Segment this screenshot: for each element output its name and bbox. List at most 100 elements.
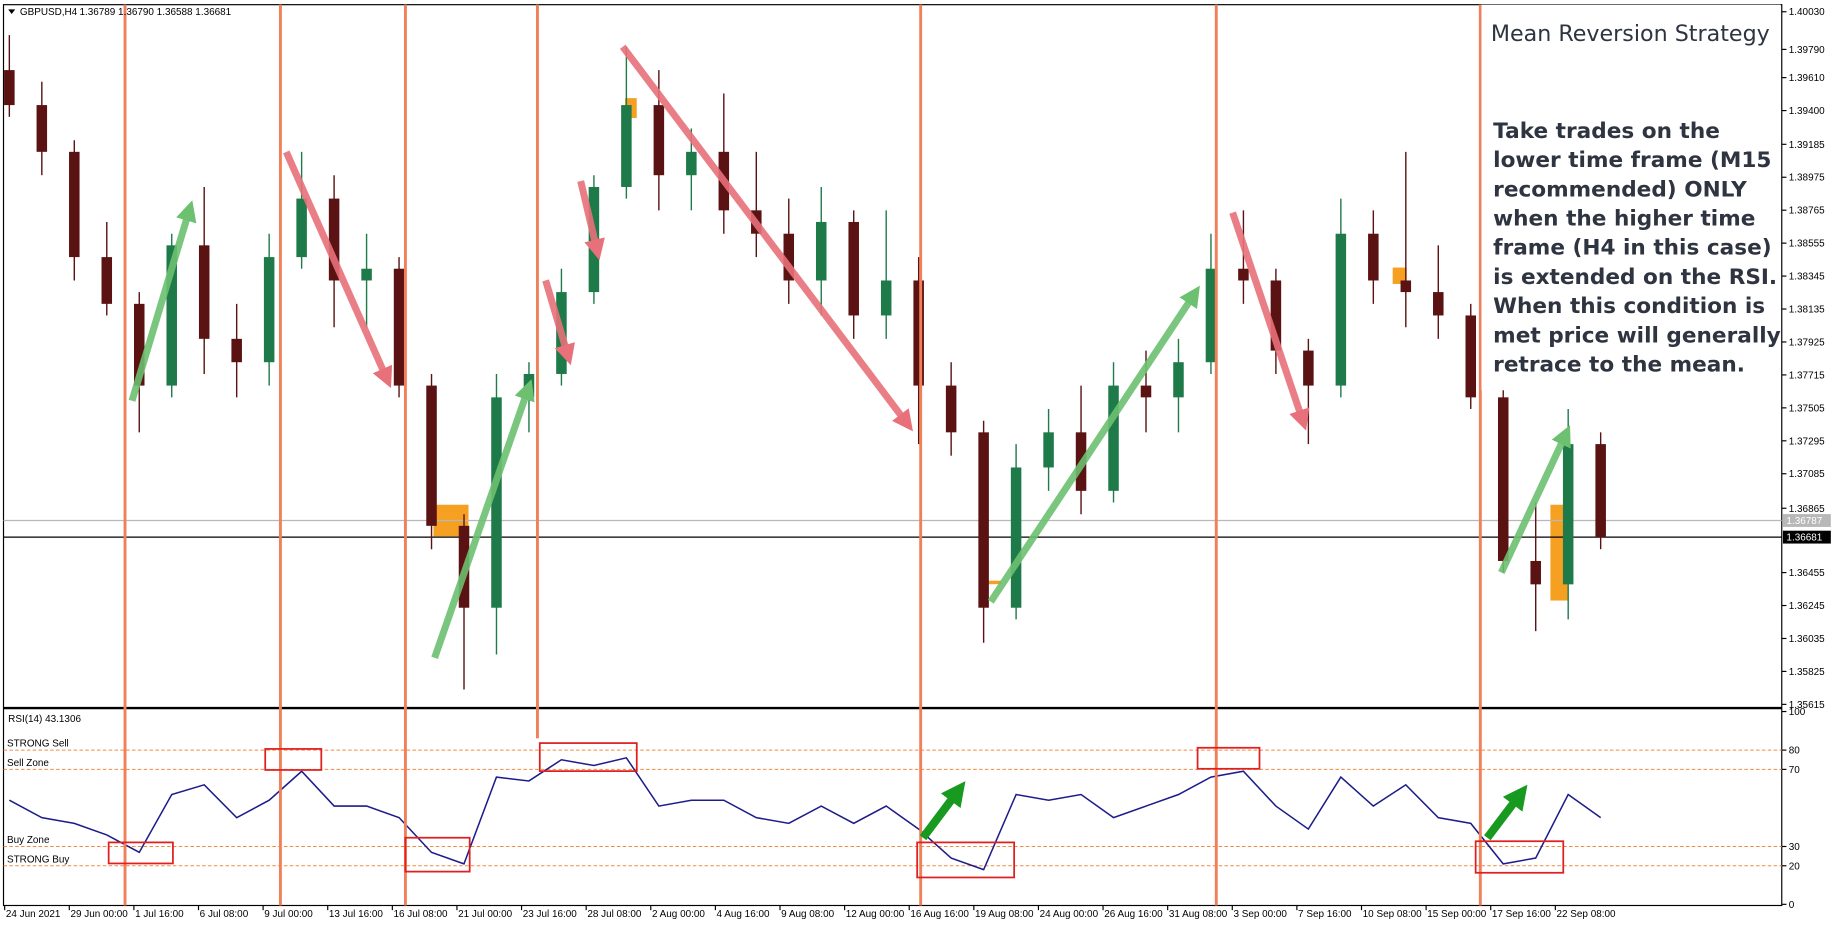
candle-body <box>231 338 242 363</box>
y-tick-label: 1.39185 <box>1789 140 1825 151</box>
annotation-title: Mean Reversion Strategy <box>1491 21 1770 47</box>
candle-body <box>653 105 665 176</box>
y-tick-label: 1.36865 <box>1789 504 1825 515</box>
y-tick-label: 30 <box>1789 842 1801 853</box>
candle-body <box>1368 233 1379 281</box>
candle-body <box>1530 560 1541 585</box>
y-tick-label: 1.37925 <box>1789 337 1825 348</box>
price-tag <box>1782 530 1831 544</box>
x-tick-label: 4 Aug 16:00 <box>717 909 770 920</box>
x-tick-label: 26 Aug 16:00 <box>1104 909 1163 920</box>
y-tick-label: 80 <box>1789 746 1801 757</box>
annotation-line: frame (H4 in this case) <box>1493 236 1771 261</box>
candle-body <box>69 151 80 258</box>
x-tick-label: 10 Sep 08:00 <box>1363 909 1423 920</box>
y-tick-label: 1.36455 <box>1789 568 1825 579</box>
annotation-line: Take trades on the <box>1493 119 1720 144</box>
y-tick-label: 1.39790 <box>1789 45 1825 56</box>
price-tag <box>1782 514 1831 527</box>
x-tick-label: 9 Jul 00:00 <box>264 909 313 920</box>
candle-body <box>36 105 48 152</box>
y-tick-label: 1.35615 <box>1789 700 1825 711</box>
annotation-line: retrace to the mean. <box>1493 353 1745 378</box>
rsi-line <box>8 756 1602 871</box>
candle-body <box>296 198 307 258</box>
x-tick-label: 1 Jul 16:00 <box>135 909 184 920</box>
price-tag-label: 1.36787 <box>1786 516 1822 527</box>
y-tick-label: 1.36035 <box>1789 634 1825 645</box>
candle-body <box>1497 397 1509 561</box>
candle-body <box>783 233 795 281</box>
y-tick-label: 1.39400 <box>1789 106 1825 117</box>
candle-body <box>166 245 177 386</box>
level-label: Sell Zone <box>7 758 49 769</box>
y-tick-label: 1.37295 <box>1789 436 1825 447</box>
candle-body <box>880 280 892 316</box>
candle-body <box>1465 315 1477 398</box>
x-tick-label: 23 Jul 16:00 <box>523 909 578 920</box>
candle-body <box>1043 432 1054 468</box>
candle-body <box>1595 444 1606 538</box>
x-tick-label: 16 Jul 08:00 <box>394 909 449 920</box>
candle-body <box>101 257 113 304</box>
candle-body <box>361 268 372 281</box>
candle-body <box>198 245 210 339</box>
x-tick-label: 24 Aug 00:00 <box>1040 909 1099 920</box>
ohlc-text: 1.36789 1.36790 1.36588 1.36681 <box>79 7 231 18</box>
rsi-title: RSI(14) 43.1306 <box>8 714 81 725</box>
candle-body <box>1010 467 1022 608</box>
y-tick-label: 1.38135 <box>1789 305 1825 316</box>
y-tick-label: 0 <box>1789 900 1795 911</box>
candle-body <box>978 432 989 608</box>
candle-body <box>491 397 502 608</box>
candle-body <box>686 151 697 176</box>
x-tick-label: 21 Jul 00:00 <box>458 909 513 920</box>
candle-body <box>1270 280 1282 351</box>
down-arrows <box>283 44 1310 432</box>
candle-body <box>328 198 340 281</box>
y-tick-label: 70 <box>1789 765 1801 776</box>
x-tick-label: 13 Jul 16:00 <box>329 909 384 920</box>
y-tick-label: 1.37505 <box>1789 403 1825 414</box>
level-label: Buy Zone <box>7 835 50 846</box>
candle-body <box>1335 233 1347 386</box>
signal-lines <box>123 4 1482 906</box>
candle-body <box>1433 292 1444 316</box>
candle-body <box>1400 280 1412 293</box>
y-tick-label: 1.38765 <box>1789 206 1825 217</box>
annotation-box <box>1481 4 1781 391</box>
y-tick-label: 1.38345 <box>1789 272 1825 283</box>
candle-body <box>426 385 437 526</box>
level-label: STRONG Buy <box>7 854 69 865</box>
x-tick-label: 17 Sep 16:00 <box>1492 909 1552 920</box>
x-tick-label: 19 Aug 08:00 <box>975 909 1034 920</box>
x-tick-label: 28 Jul 08:00 <box>587 909 642 920</box>
annotation-marks <box>107 4 1571 906</box>
menu-marker <box>8 9 16 15</box>
candle-body <box>1205 268 1217 363</box>
symbol-title: GBPUSD,H4 <box>20 7 78 18</box>
x-tick-label: 29 Jun 00:00 <box>70 909 128 920</box>
level-label: STRONG Sell <box>7 739 69 750</box>
y-tick-label: 1.35825 <box>1789 667 1825 678</box>
x-tick-label: 31 Aug 08:00 <box>1169 909 1228 920</box>
y-tick-label: 1.37085 <box>1789 469 1825 480</box>
annotation-line: When this condition is <box>1493 294 1765 319</box>
x-tick-label: 7 Sep 16:00 <box>1298 909 1352 920</box>
x-tick-label: 24 Jun 2021 <box>6 909 61 920</box>
annotation-line: lower time frame (M15 <box>1493 148 1771 173</box>
up-arrows <box>128 200 1571 659</box>
candle-body <box>1140 385 1152 398</box>
candle-body <box>393 268 405 386</box>
x-tick-label: 3 Sep 00:00 <box>1233 909 1287 920</box>
x-tick-label: 15 Sep 00:00 <box>1427 909 1487 920</box>
candle-body <box>913 280 924 386</box>
candle-body <box>1238 268 1249 281</box>
annotation-line: when the higher time <box>1493 207 1755 232</box>
candle-body <box>1303 350 1314 386</box>
candle-body <box>1108 385 1119 491</box>
rsi-boxes <box>107 742 1565 879</box>
candle-body <box>1173 362 1184 398</box>
